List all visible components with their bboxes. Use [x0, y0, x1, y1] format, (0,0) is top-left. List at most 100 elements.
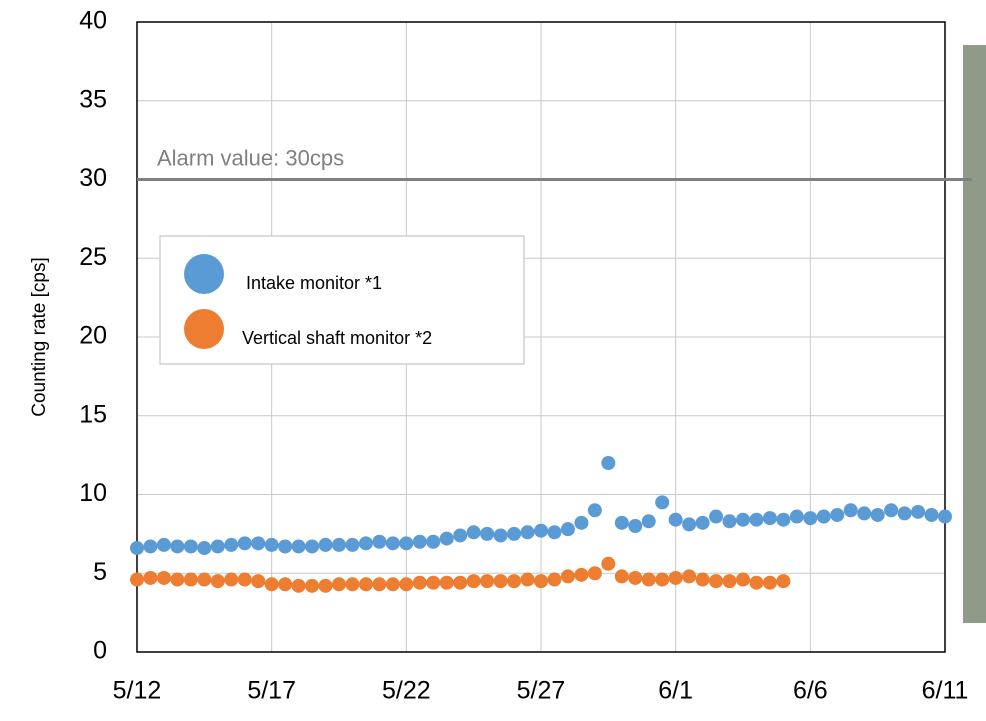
- data-point: [695, 515, 710, 530]
- data-point: [938, 509, 952, 524]
- alarm-label: Alarm value: 30cps: [157, 145, 344, 170]
- legend-label: Vertical shaft monitor *2: [242, 328, 432, 348]
- data-point: [560, 522, 575, 537]
- x-tick-label: 6/11: [922, 677, 969, 705]
- data-point: [453, 575, 468, 590]
- data-point: [399, 577, 414, 592]
- x-tick-label: 5/12: [113, 677, 162, 705]
- data-point: [587, 503, 602, 518]
- data-point: [156, 537, 171, 552]
- data-point: [803, 511, 818, 526]
- data-point: [318, 578, 333, 593]
- data-point: [816, 509, 831, 524]
- data-point: [682, 517, 697, 532]
- data-point: [143, 570, 158, 585]
- data-point: [426, 534, 441, 549]
- data-point: [332, 537, 346, 552]
- x-tick-label: 5/27: [517, 677, 566, 705]
- x-tick-label: 5/17: [247, 677, 296, 705]
- data-point: [130, 541, 144, 556]
- data-point: [332, 577, 346, 592]
- data-point: [372, 534, 387, 549]
- data-point: [345, 577, 360, 592]
- data-point: [534, 523, 548, 538]
- data-point: [412, 575, 427, 590]
- data-point: [305, 578, 320, 593]
- data-point: [143, 539, 158, 554]
- data-point: [709, 509, 724, 524]
- data-point: [399, 536, 414, 551]
- data-point: [466, 574, 481, 589]
- data-point: [507, 526, 522, 541]
- data-point: [749, 512, 764, 527]
- legend-marker: [184, 309, 224, 349]
- data-point: [251, 574, 266, 589]
- data-point: [480, 526, 495, 541]
- y-tick-label: 40: [79, 7, 107, 35]
- data-point: [224, 537, 239, 552]
- data-point: [736, 572, 750, 587]
- data-point: [210, 539, 225, 554]
- y-tick-label: 15: [79, 400, 107, 428]
- data-point: [641, 572, 656, 587]
- y-tick-label: 35: [79, 85, 107, 113]
- data-point: [641, 514, 656, 529]
- data-point: [682, 569, 697, 584]
- data-point: [614, 569, 629, 584]
- data-point: [237, 572, 252, 587]
- y-tick-label: 5: [93, 558, 107, 586]
- data-point: [736, 512, 750, 527]
- data-point: [439, 575, 454, 590]
- data-point: [601, 456, 616, 470]
- data-point: [183, 572, 198, 587]
- data-point: [507, 574, 522, 589]
- data-point: [358, 536, 373, 551]
- plot-border: [136, 21, 946, 653]
- data-point: [412, 534, 427, 549]
- data-point: [345, 537, 360, 552]
- data-point: [924, 507, 939, 522]
- data-point: [480, 574, 495, 589]
- data-point: [520, 572, 535, 587]
- data-point: [534, 574, 548, 589]
- data-point: [197, 572, 212, 587]
- data-point: [843, 503, 858, 518]
- data-point: [183, 539, 198, 554]
- y-tick-label: 30: [79, 164, 107, 192]
- data-point: [197, 541, 212, 556]
- data-point: [156, 570, 171, 585]
- data-point: [291, 578, 306, 593]
- y-tick-label: 10: [79, 479, 107, 507]
- data-point: [776, 574, 791, 589]
- data-point: [493, 528, 508, 543]
- data-point: [305, 539, 320, 554]
- data-point: [668, 512, 683, 527]
- data-point: [897, 506, 912, 521]
- data-point: [426, 575, 441, 590]
- x-tick-label: 6/1: [658, 677, 693, 705]
- data-point: [547, 572, 562, 587]
- data-point: [278, 539, 293, 554]
- data-point: [668, 570, 683, 585]
- data-point: [291, 539, 306, 554]
- y-tick-label: 20: [79, 322, 107, 350]
- data-point: [911, 504, 926, 519]
- data-point: [749, 575, 764, 590]
- data-point: [628, 570, 643, 585]
- data-point: [709, 574, 724, 589]
- data-point: [722, 514, 737, 529]
- data-point: [224, 572, 239, 587]
- data-point: [762, 575, 777, 590]
- data-point: [655, 495, 670, 510]
- data-point: [278, 577, 293, 592]
- data-point: [264, 537, 279, 552]
- data-point: [655, 572, 670, 587]
- data-point: [870, 507, 885, 522]
- y-tick-label: 25: [79, 243, 107, 271]
- data-point: [493, 574, 508, 589]
- data-point: [884, 503, 899, 518]
- x-tick-label: 5/22: [382, 677, 431, 705]
- data-point: [762, 511, 777, 526]
- y-tick-label: 0: [93, 637, 107, 665]
